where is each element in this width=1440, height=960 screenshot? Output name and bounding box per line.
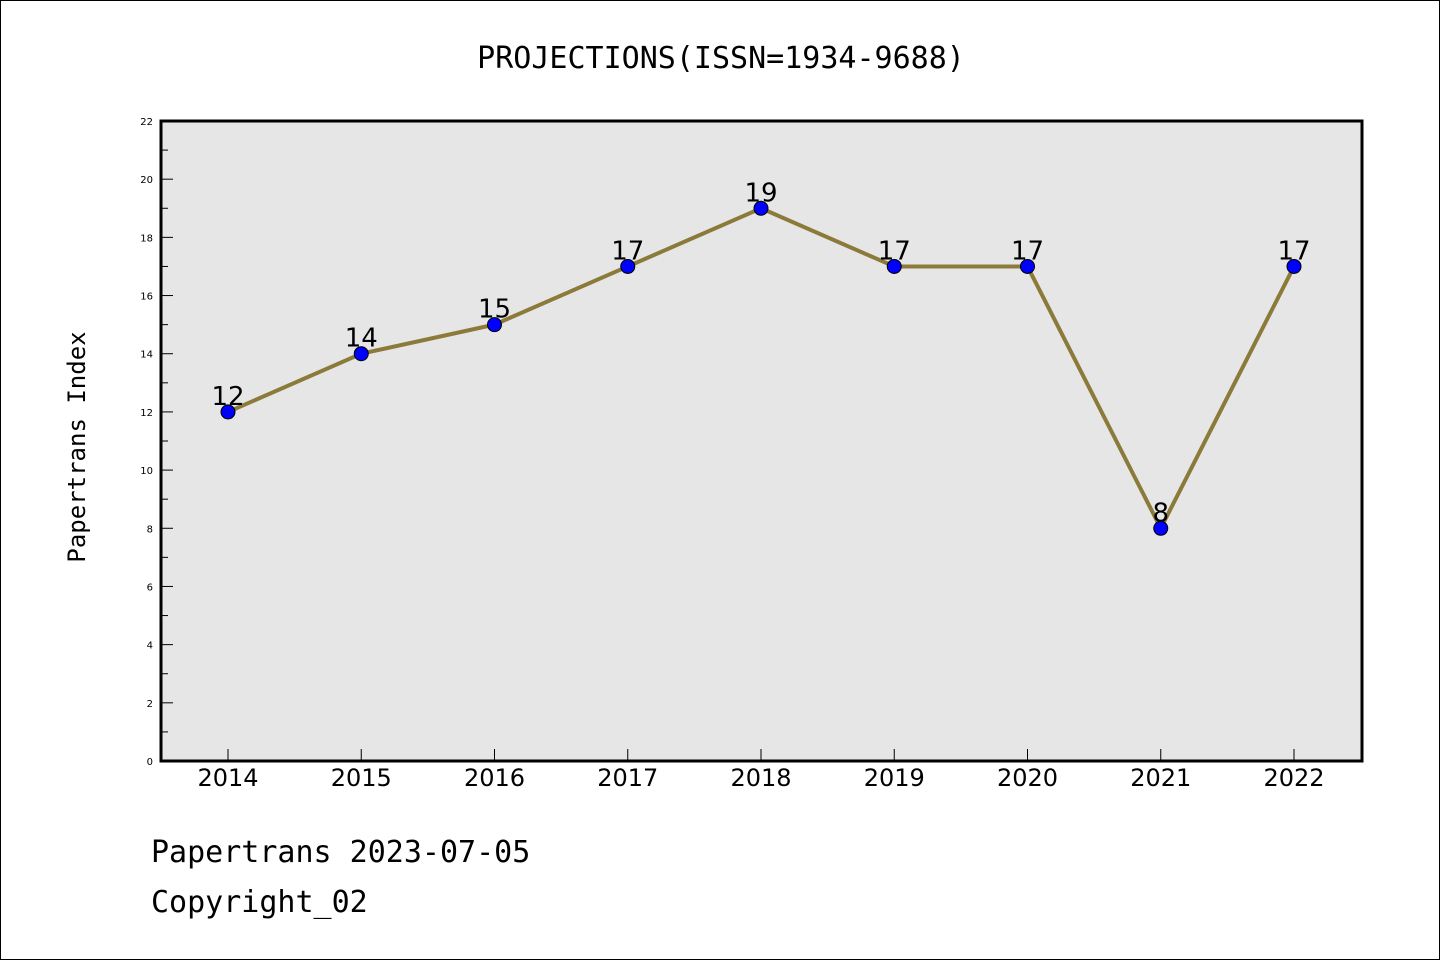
data-point-marker <box>753 200 769 216</box>
data-point-marker <box>620 258 636 274</box>
y-tick-label: 8 <box>147 524 153 535</box>
y-tick-label: 2 <box>147 699 153 710</box>
data-point-marker <box>886 258 902 274</box>
data-label: 12 <box>211 382 244 412</box>
y-tick-label: 22 <box>140 117 153 128</box>
x-tick-label: 2020 <box>997 764 1058 792</box>
x-tick-label: 2015 <box>331 764 392 792</box>
y-tick-label: 18 <box>140 233 153 244</box>
y-tick-label: 10 <box>140 466 153 477</box>
x-tick-label: 2016 <box>464 764 525 792</box>
y-tick-label: 4 <box>147 641 153 652</box>
data-point-marker <box>487 317 502 333</box>
x-tick-label: 2018 <box>730 764 791 792</box>
series-group: 12 14 15 17 19 17 17 8 17 <box>211 178 1311 536</box>
y-axis-ticks: 0 2 4 6 8 10 12 14 16 18 20 22 <box>140 117 173 768</box>
data-point-marker <box>1286 258 1302 274</box>
y-axis-label: Papertrans Index <box>63 331 91 562</box>
y-tick-label: 14 <box>140 350 153 361</box>
footer-date-text: Papertrans 2023-07-05 <box>151 835 531 870</box>
x-tick-label: 2022 <box>1263 764 1324 792</box>
x-tick-label: 2019 <box>864 764 925 792</box>
data-point-marker <box>220 404 236 420</box>
data-label: 17 <box>1011 236 1044 266</box>
footer-copyright-text: Copyright_02 <box>151 885 368 920</box>
data-label: 8 <box>1152 498 1169 528</box>
plot-border <box>159 119 1364 763</box>
data-label: 17 <box>611 236 644 266</box>
x-tick-label: 2017 <box>597 764 658 792</box>
data-label: 17 <box>878 236 911 266</box>
plot-area <box>161 121 1362 761</box>
data-point-marker <box>353 346 369 362</box>
x-tick-label: 2014 <box>197 764 258 792</box>
y-tick-label: 16 <box>140 292 153 303</box>
y-tick-label: 0 <box>147 757 153 768</box>
x-axis-ticks: 2014 2015 2016 2017 2018 2019 2020 2021 2022 <box>197 749 1325 792</box>
chart-title: PROJECTIONS(ISSN=1934-9688) <box>477 41 965 76</box>
data-label: 14 <box>345 324 378 354</box>
data-point-marker <box>1153 520 1169 536</box>
y-tick-label: 12 <box>140 408 153 419</box>
data-label: 15 <box>478 295 511 325</box>
data-label: 19 <box>744 178 777 208</box>
data-point-marker <box>1020 258 1035 274</box>
data-label: 17 <box>1277 236 1310 266</box>
x-tick-label: 2021 <box>1130 764 1191 792</box>
y-tick-label: 20 <box>140 175 153 186</box>
y-tick-label: 6 <box>147 582 153 593</box>
